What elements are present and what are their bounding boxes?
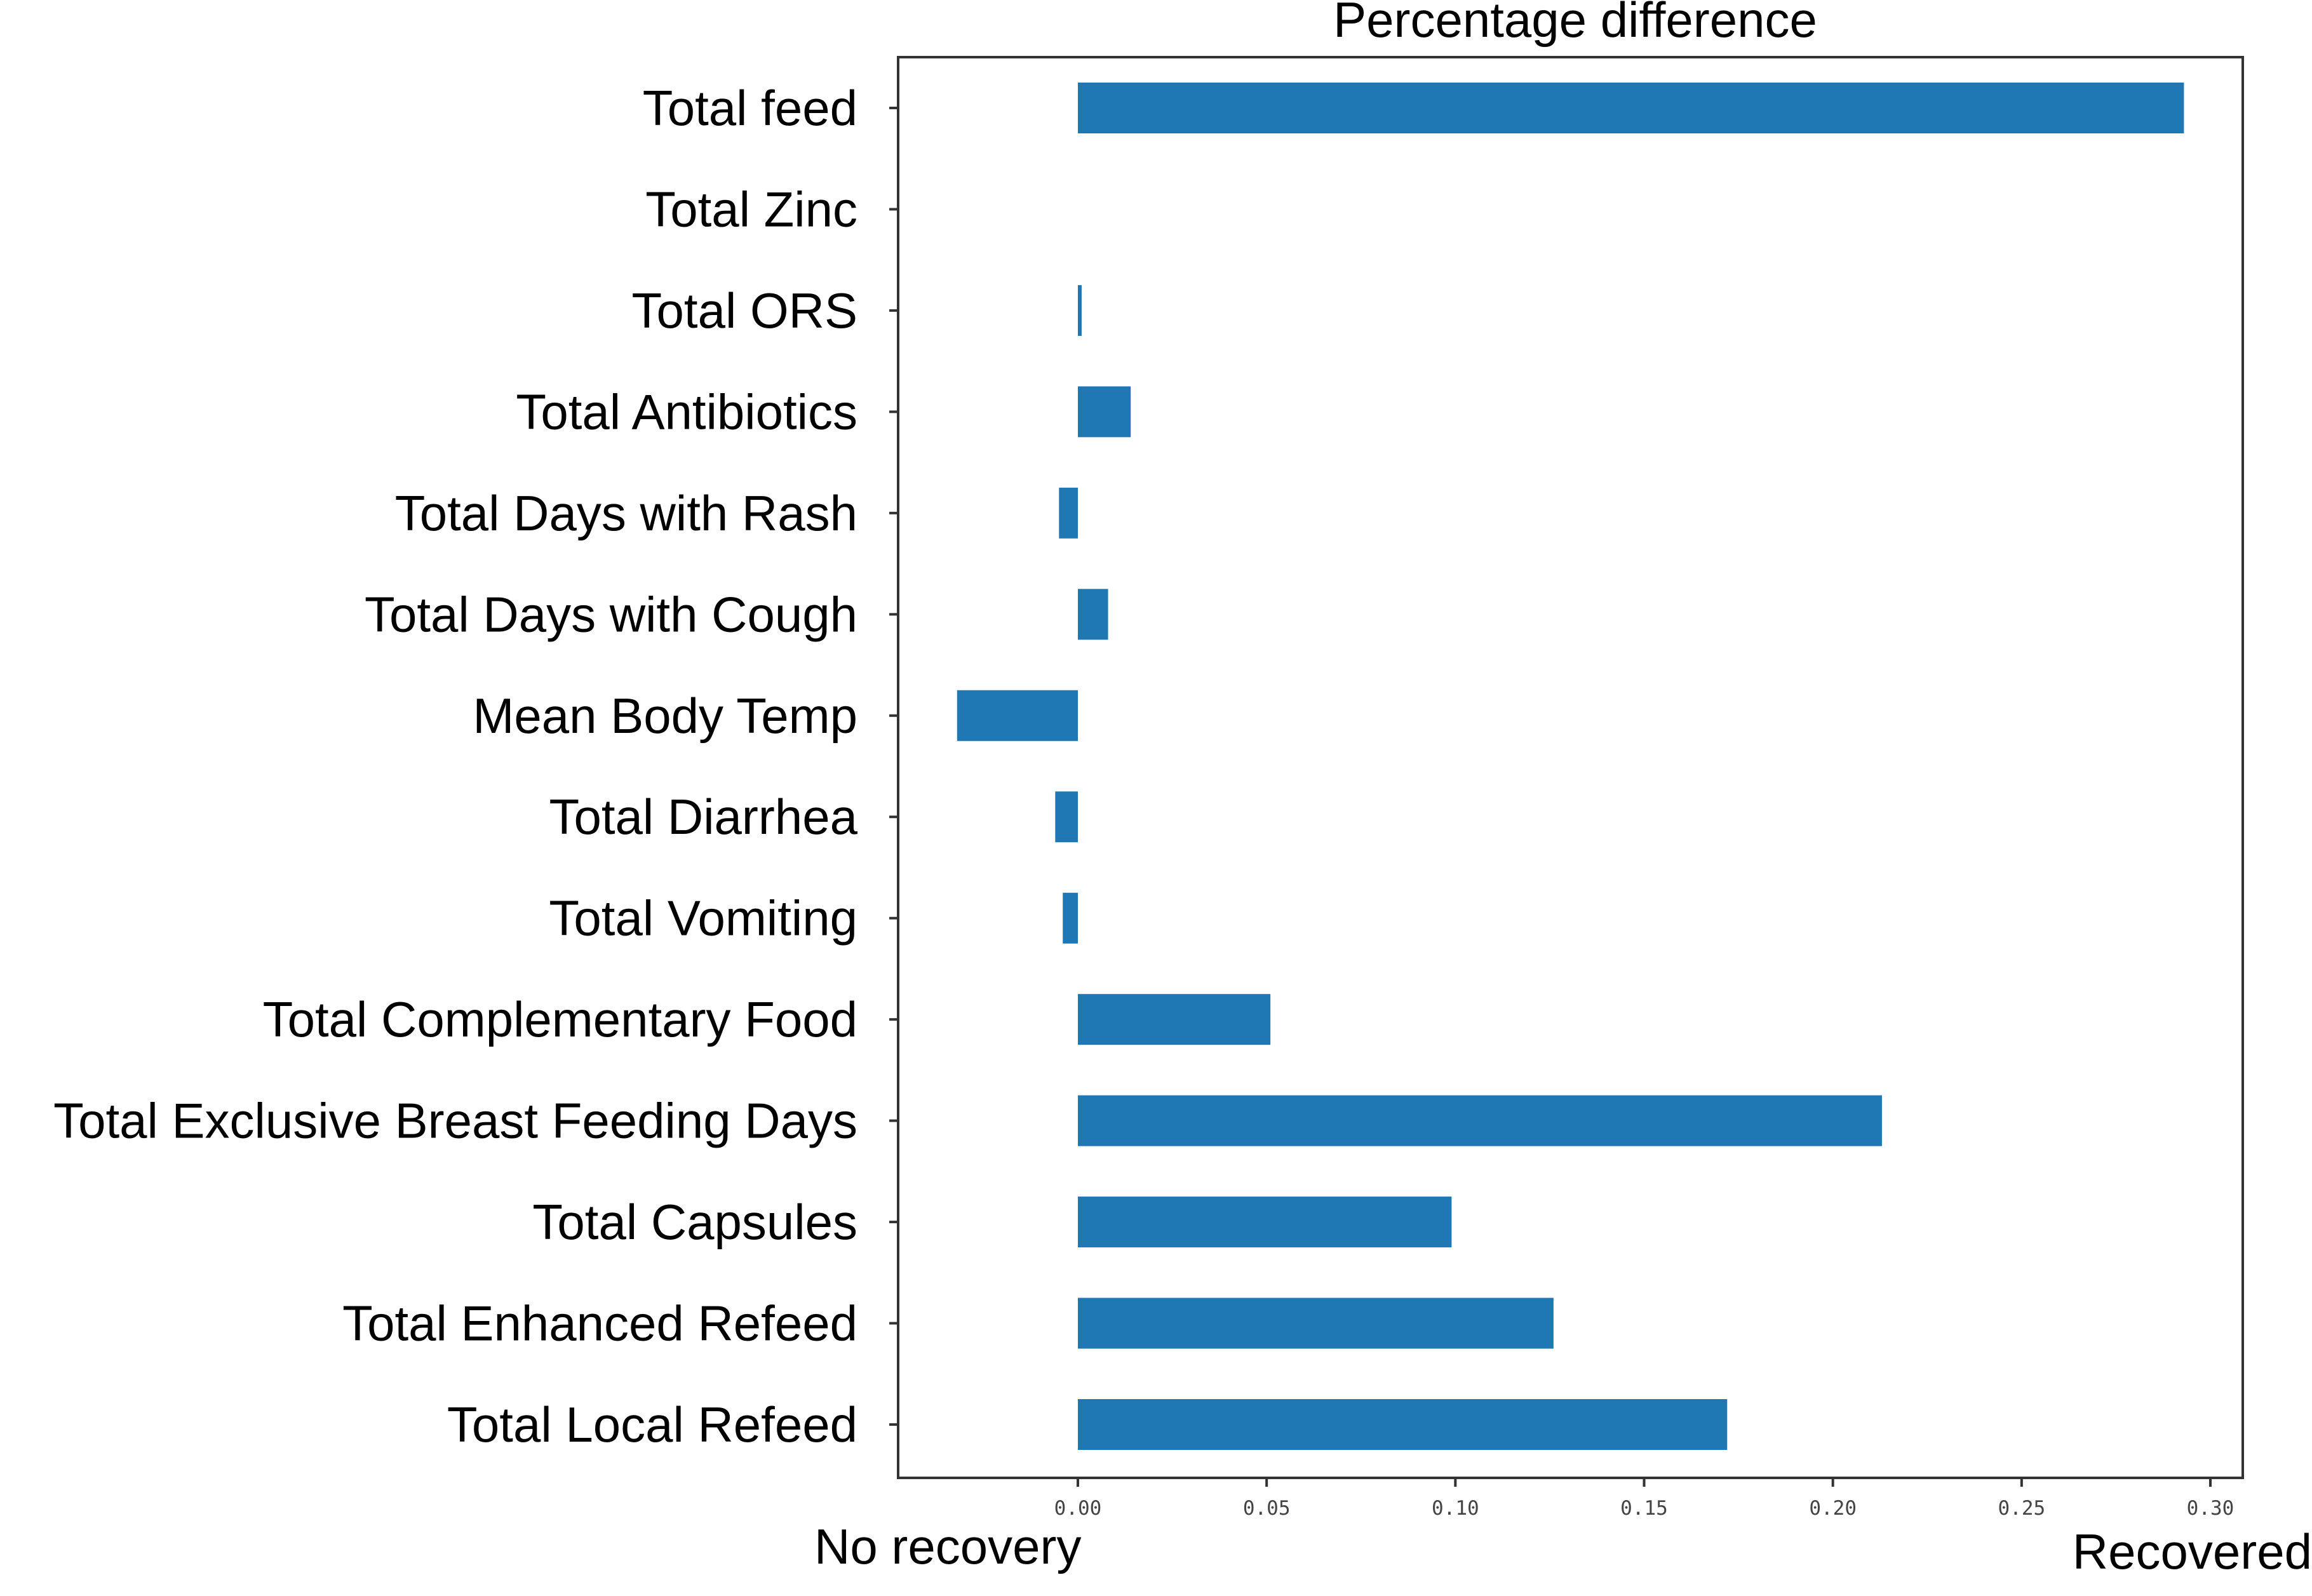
bar-mean-body-temp [957,690,1078,741]
x-tick-label: 0.10 [1432,1497,1479,1520]
x-tick-label: 0.20 [1809,1497,1857,1520]
x-ticks: 0.00 0.05 0.10 0.15 0.20 0.25 0.30 [1054,1478,2235,1520]
right-end-label: Recovered [2073,1524,2312,1579]
bar-total-ors [1078,285,1082,336]
category-label: Total ORS [632,283,857,339]
x-tick-label: 0.15 [1620,1497,1668,1520]
x-tick-label: 0.00 [1054,1497,1102,1520]
bar-total-capsules [1078,1197,1452,1248]
category-label: Total Zinc [645,181,857,237]
bars-group [957,83,2184,1450]
bar-total-antibiotics [1078,386,1131,438]
chart-title: Percentage difference [1333,0,1817,48]
category-label: Total Complementary Food [263,991,857,1047]
bar-total-days-with-cough [1078,589,1108,640]
category-labels: Total feed Total Zinc Total ORS Total Antib… [53,80,858,1452]
category-label: Total Enhanced Refeed [342,1296,857,1351]
left-end-label: No recovery [814,1519,1081,1574]
plot-frame [897,56,2244,1479]
category-label: Total Exclusive Breast Feeding Days [53,1093,857,1149]
bar-total-feed [1078,83,2184,133]
x-tick-label: 0.05 [1243,1497,1291,1520]
category-label: Total Days with Cough [365,586,857,642]
category-label: Total Antibiotics [516,384,857,439]
x-tick-label: 0.25 [1998,1497,2046,1520]
bar-total-exclusive-breast-feeding-days [1078,1095,1882,1146]
bar-total-days-with-rash [1059,487,1078,539]
category-label: Total Capsules [532,1194,857,1250]
bar-total-diarrhea [1055,791,1078,843]
category-label: Mean Body Temp [473,688,857,744]
category-label: Total feed [643,80,857,136]
bar-total-vomiting [1063,892,1078,944]
bar-total-enhanced-refeed [1078,1298,1554,1349]
bar-total-local-refeed [1078,1399,1728,1450]
category-label: Total Local Refeed [447,1397,857,1452]
bar-total-complementary-food [1078,994,1271,1045]
category-label: Total Vomiting [549,890,857,946]
category-label: Total Diarrhea [549,789,857,845]
x-tick-label: 0.30 [2187,1497,2235,1520]
y-tick-marks [889,107,898,1426]
category-label: Total Days with Rash [395,485,857,541]
